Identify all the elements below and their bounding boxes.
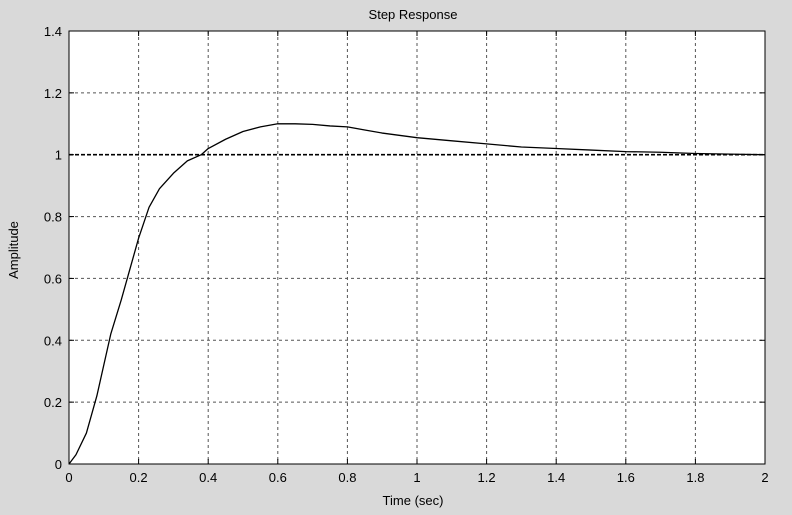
y-tick-label: 1.2 [44, 86, 62, 101]
y-tick-label: 1.4 [44, 24, 62, 39]
y-tick-label: 0.4 [44, 333, 62, 348]
series-layer [68, 123, 766, 465]
y-tick-layer: 0 0.2 0.4 0.6 0.8 1 1.2 1.4 [44, 24, 765, 472]
x-tick-label: 0.4 [199, 470, 217, 485]
x-tick-label: 1.4 [547, 470, 565, 485]
x-tick-label: 2 [761, 470, 768, 485]
x-tick-label: 0.8 [338, 470, 356, 485]
y-tick-label: 0.6 [44, 271, 62, 286]
x-tick-label: 1.2 [478, 470, 496, 485]
x-tick-label: 1.6 [617, 470, 635, 485]
y-tick-label: 0 [55, 457, 62, 472]
y-tick-label: 0.8 [44, 210, 62, 225]
y-tick-label: 0.2 [44, 395, 62, 410]
x-tick-label: 0.6 [269, 470, 287, 485]
x-tick-label: 0.2 [130, 470, 148, 485]
x-tick-label: 1 [413, 470, 420, 485]
x-tick-label: 1.8 [686, 470, 704, 485]
y-axis-title: Amplitude [6, 221, 21, 279]
y-tick-label: 1 [55, 148, 62, 163]
x-tick-label: 0 [65, 470, 72, 485]
x-tick-layer: 0 0.2 0.4 0.6 0.8 1 1.2 1.4 1.6 1.8 2 [65, 31, 769, 485]
x-axis-title: Time (sec) [383, 493, 444, 508]
chart-title: Step Response [369, 7, 458, 22]
step-response-curve [68, 123, 766, 465]
